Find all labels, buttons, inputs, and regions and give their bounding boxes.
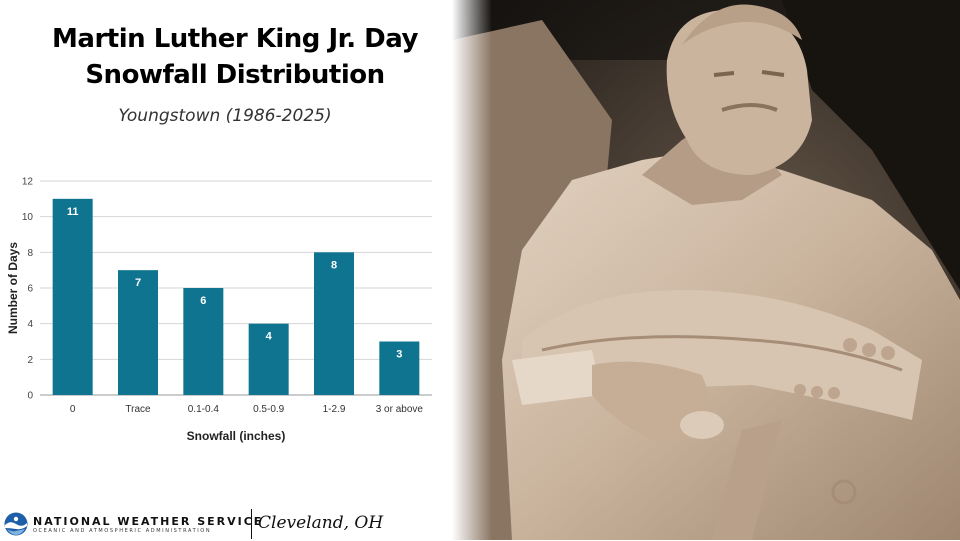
x-tick-label: 3 or above [376,404,424,415]
y-tick-label: 2 [27,355,33,366]
agency-name: NATIONAL WEATHER SERVICE [33,515,264,528]
x-tick-label: 0.1-0.4 [188,404,220,415]
office-name: Cleveland, OH [258,513,384,533]
chart-title-line1: Martin Luther King Jr. Day [52,24,418,54]
y-axis-label: Number of Days [6,242,20,334]
x-tick-label: 0.5-0.9 [253,404,285,415]
bar-data-label: 4 [266,331,273,343]
y-tick-label: 10 [22,212,34,223]
x-tick-label: 1-2.9 [323,404,346,415]
y-tick-label: 12 [22,177,34,188]
x-tick-label: 0 [70,404,76,415]
bar-data-label: 3 [396,349,402,361]
agency-subtitle: OCEANIC AND ATMOSPHERIC ADMINISTRATION [33,528,212,534]
x-tick-label: Trace [125,404,151,415]
memorial-statue-photo [452,0,960,540]
bar [183,288,224,395]
noaa-logo-icon [4,512,28,536]
footer-divider [251,509,252,539]
bar-data-label: 7 [135,277,141,289]
bar-data-label: 6 [200,295,206,307]
y-tick-label: 4 [27,319,33,330]
bar-data-label: 8 [331,259,337,271]
bar [314,252,354,395]
bar [379,341,420,395]
y-tick-label: 8 [27,248,33,259]
bar [248,323,289,395]
bar [118,270,158,395]
chart-panel: Martin Luther King Jr. Day Snowfall Dist… [0,0,470,540]
chart-title-line2: Snowfall Distribution [85,60,385,90]
bar-data-label: 11 [67,206,79,218]
chart-subtitle: Youngstown (1986-2025) [118,106,332,126]
y-tick-label: 0 [27,391,33,402]
bar [52,198,93,395]
y-tick-label: 6 [27,284,33,295]
snowfall-bar-chart: 0 2 4 6 8 10 12 11 0 7 Trace 6 0.1-0.4 4 0.5-0.9 8 1-2.9… [6,177,432,443]
x-axis-label: Snowfall (inches) [187,429,286,443]
footer: NATIONAL WEATHER SERVICE OCEANIC AND ATM… [0,505,470,541]
